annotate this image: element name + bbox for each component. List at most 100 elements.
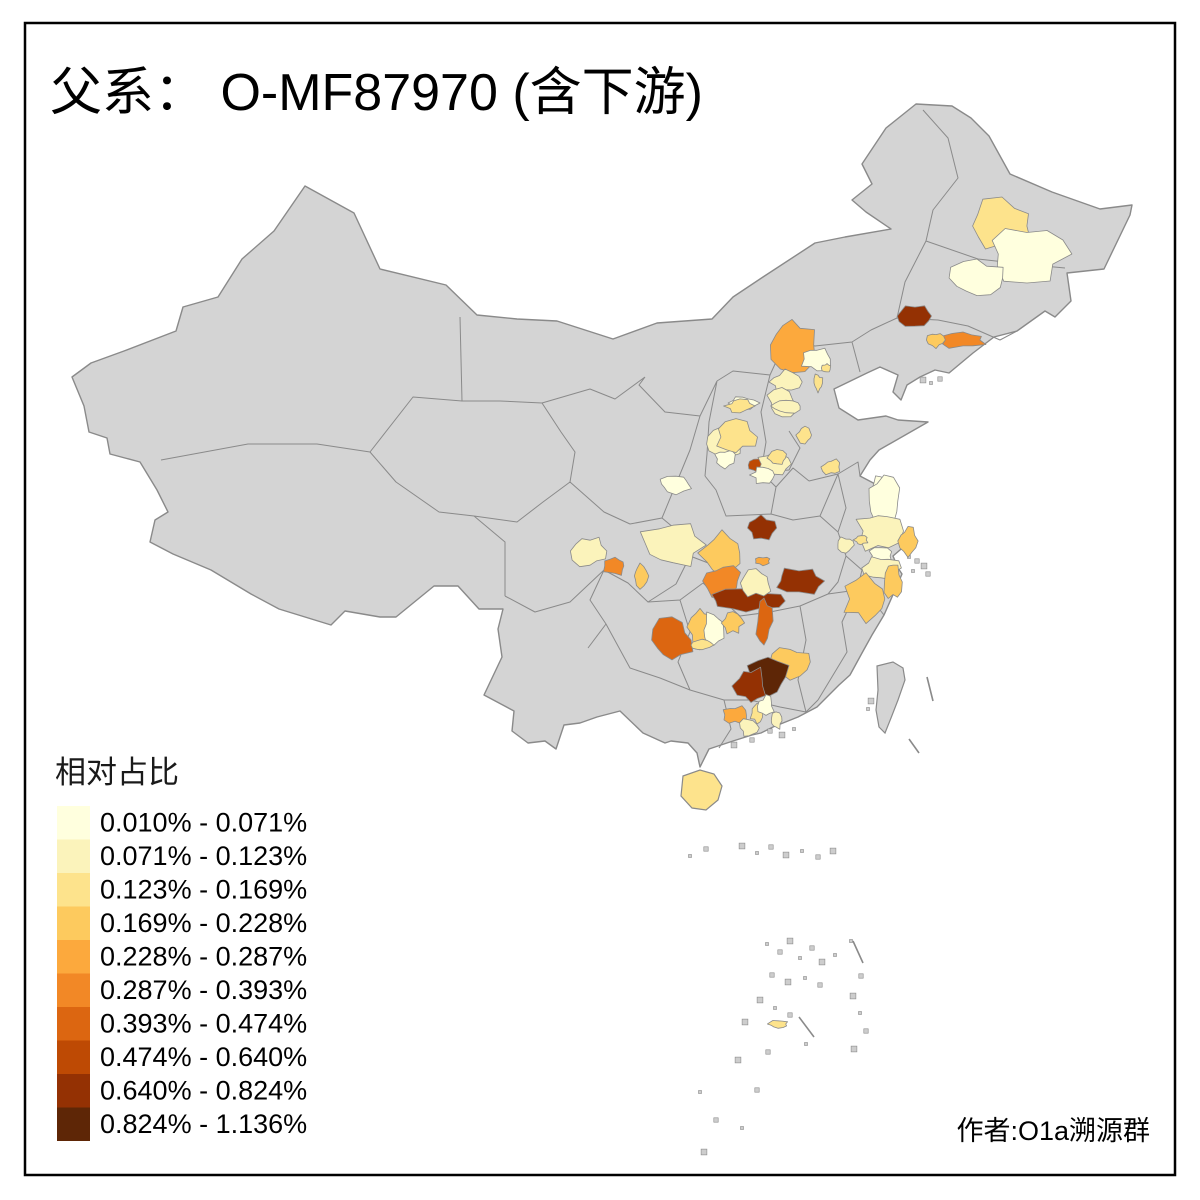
map-region-blob — [837, 536, 855, 554]
island-speck — [809, 945, 815, 951]
map-region-blob — [723, 398, 756, 414]
legend-swatch — [57, 1107, 90, 1141]
legend-row: 0.474% - 0.640% — [57, 1040, 307, 1074]
map-region-blob — [749, 466, 775, 484]
map-region-blob — [926, 333, 946, 349]
island-speck — [919, 376, 927, 384]
island-speck — [700, 1148, 708, 1156]
map-title: 父系： O-MF87970 (含下游) — [50, 64, 703, 122]
island-speck — [867, 697, 875, 705]
island-speck — [738, 842, 746, 850]
island-speck — [803, 976, 807, 980]
legend-row: 0.393% - 0.474% — [57, 1007, 307, 1041]
island-speck — [698, 1090, 702, 1094]
island-speck — [784, 978, 792, 986]
island-speck — [769, 972, 775, 978]
map-region-blob — [739, 718, 760, 737]
island-speck — [829, 847, 837, 855]
map-region-blob — [948, 258, 1004, 296]
map-region-blob — [883, 564, 903, 599]
island-speck — [777, 949, 783, 955]
map-region-blob — [659, 475, 692, 496]
reef-dash — [926, 676, 934, 702]
reef-dash — [852, 940, 864, 964]
legend-row: 0.169% - 0.228% — [57, 906, 307, 940]
island-speck — [765, 1049, 771, 1055]
island-speck — [798, 956, 802, 960]
map-region-blob — [813, 373, 824, 394]
legend-swatch — [57, 1074, 90, 1108]
legend-label: 0.287% - 0.393% — [100, 975, 307, 1005]
island-speck — [703, 846, 709, 852]
map-region-blob — [770, 399, 801, 414]
map-region-blob — [821, 363, 832, 373]
island-speck — [749, 737, 755, 743]
island-speck — [920, 562, 928, 570]
legend: 相对占比 0.010% - 0.071%0.071% - 0.123% 0.123… — [55, 755, 307, 1141]
island-speck — [767, 728, 773, 734]
attribution-text: 作者:O1a溯源群 — [956, 1116, 1150, 1146]
reef-dash — [908, 738, 920, 754]
island-speck — [849, 992, 857, 1000]
map-region-blob — [570, 536, 608, 568]
legend-swatch — [57, 906, 90, 940]
legend-row: 0.010% - 0.071% — [57, 806, 307, 840]
legend-swatch — [57, 806, 90, 840]
legend-label: 0.228% - 0.287% — [100, 942, 307, 972]
legend-label: 0.474% - 0.640% — [100, 1042, 307, 1072]
map-region-blob — [896, 305, 932, 327]
island-speck — [754, 1087, 760, 1093]
island-speck — [817, 982, 823, 988]
island-speck — [925, 571, 931, 577]
map-region-blob — [755, 597, 774, 646]
map-region-blob — [897, 526, 919, 558]
map-region-blob — [740, 568, 772, 598]
map-region-blob — [651, 616, 694, 661]
island-speck — [786, 937, 794, 945]
map-region-blob — [731, 666, 766, 703]
legend-row: 0.123% - 0.169% — [57, 873, 307, 907]
legend-swatch — [57, 940, 90, 974]
legend-swatch — [57, 873, 90, 907]
island-speck — [765, 942, 769, 946]
island-speck — [858, 973, 864, 979]
map-region-blob — [690, 638, 715, 651]
map-region-blob — [820, 458, 841, 476]
map-region-blob — [770, 711, 783, 730]
map-region-blob — [768, 368, 803, 393]
island-speck — [850, 1045, 858, 1053]
legend-row: 0.640% - 0.824% — [57, 1074, 307, 1108]
map-region-blob — [747, 514, 778, 541]
map-frame — [23, 21, 1177, 1177]
map-region-blob — [776, 567, 825, 595]
legend-title: 相对占比 — [55, 755, 179, 790]
island-speck — [741, 1018, 749, 1026]
legend-label: 0.640% - 0.824% — [100, 1076, 307, 1106]
island-speck — [730, 741, 738, 749]
legend-swatch — [57, 973, 90, 1007]
legend-swatch — [57, 839, 90, 873]
island-speck — [792, 727, 796, 731]
map-region-blob — [843, 572, 886, 624]
mainland-china — [71, 103, 1133, 768]
map-region-blob — [639, 523, 707, 567]
legend-swatch — [57, 1007, 90, 1041]
legend-row: 0.228% - 0.287% — [57, 940, 307, 974]
island-speck — [688, 854, 692, 858]
legend-label: 0.169% - 0.228% — [100, 908, 307, 938]
island-speck — [914, 558, 920, 564]
island-speck — [937, 376, 943, 382]
legend-rows: 0.010% - 0.071%0.071% - 0.123% 0.123% - 0… — [57, 806, 307, 1141]
map-region-blob — [757, 694, 775, 716]
legend-row: 0.824% - 1.136% — [57, 1107, 307, 1141]
map-region-blob — [766, 449, 787, 465]
island-speck — [734, 1056, 742, 1064]
map-region-blob — [634, 562, 650, 590]
island-speck — [768, 844, 774, 850]
island-speck — [787, 1012, 793, 1018]
legend-label: 0.824% - 1.136% — [100, 1109, 307, 1139]
map-region-blob — [716, 418, 758, 453]
legend-row: 0.287% - 0.393% — [57, 973, 307, 1007]
highlight-regions — [570, 196, 1073, 1029]
